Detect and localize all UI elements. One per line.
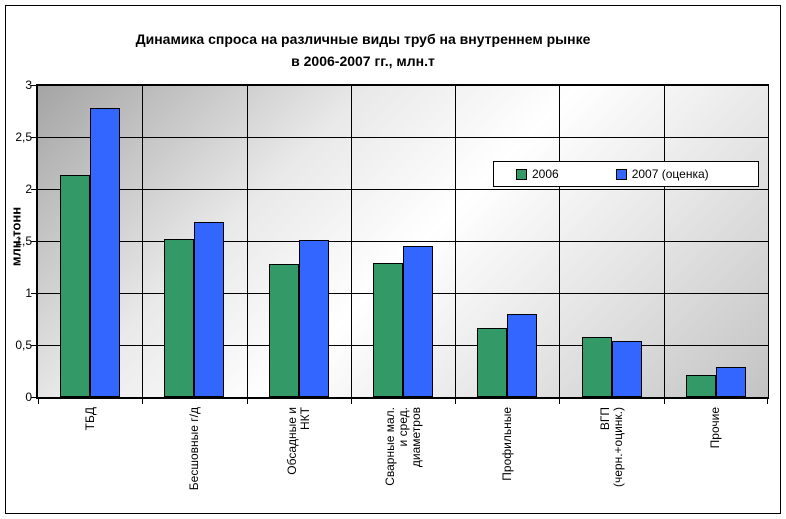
v-gridline (142, 85, 144, 397)
h-gridline (38, 137, 768, 138)
y-tick-label: 2,5 (15, 130, 32, 144)
bar-2007 (оценка)-7 (715, 367, 746, 397)
y-tick-mark (31, 85, 36, 86)
h-gridline (38, 189, 768, 190)
category-label: Бесшовные г/д (186, 407, 201, 491)
v-gridline (246, 85, 248, 397)
v-gridline (663, 85, 665, 397)
h-gridline (38, 85, 768, 86)
bar-2006-3 (268, 264, 299, 397)
bar-2006-2 (164, 239, 195, 397)
legend-swatch-2006-icon (516, 168, 527, 180)
y-tick-mark (31, 189, 36, 190)
plot-area (36, 84, 769, 399)
y-tick-label: 1,5 (15, 234, 32, 248)
y-axis-title: млн.тонн (8, 206, 24, 267)
x-tick-mark (350, 399, 352, 404)
category-label: ВГП (черн.+оцинк.) (597, 407, 625, 488)
chart-canvas: Динамика спроса на различные виды труб н… (6, 6, 778, 511)
x-tick-mark (767, 399, 768, 404)
x-tick-mark (38, 399, 39, 404)
category-label: Профильные (499, 407, 514, 481)
category-label: ТБД (82, 407, 97, 431)
y-tick-mark (31, 345, 36, 346)
v-gridline (350, 85, 352, 397)
category-label: Прочие (708, 407, 723, 449)
bar-2007 (оценка)-6 (611, 341, 642, 397)
y-tick-label: 2 (25, 182, 32, 196)
bar-2007 (оценка)-3 (298, 240, 329, 397)
y-tick-label: 3 (25, 78, 32, 92)
x-tick-mark (663, 399, 665, 404)
legend-label-2007: 2007 (оценка) (631, 167, 709, 181)
bar-2006-6 (581, 337, 612, 397)
h-gridline (38, 241, 768, 242)
bar-2007 (оценка)-5 (507, 314, 538, 397)
bar-2007 (оценка)-2 (194, 222, 225, 397)
chart-title-line-2: в 2006-2007 гг., млн.т (291, 53, 435, 69)
y-tick-label: 0 (25, 390, 32, 404)
legend-swatch-2007-icon (615, 168, 627, 180)
x-tick-mark (559, 399, 561, 404)
chart-title: Динамика спроса на различные виды труб н… (6, 28, 720, 72)
y-tick-mark (31, 241, 36, 242)
category-label: Обсадные и НКТ (284, 407, 312, 475)
chart-title-line-1: Динамика спроса на различные виды труб н… (135, 31, 591, 47)
y-tick-label: 0,5 (15, 338, 32, 352)
legend-item-2006: 2006 (516, 167, 559, 181)
category-label: Сварные мал. и сред. диаметров (382, 407, 423, 486)
v-gridline (559, 85, 561, 397)
bar-2007 (оценка)-1 (90, 108, 121, 397)
y-tick-mark (31, 293, 36, 294)
bar-2006-7 (685, 375, 716, 397)
y-tick-mark (31, 137, 36, 138)
legend-item-2007: 2007 (оценка) (615, 167, 709, 181)
bar-2006-4 (373, 263, 403, 397)
bar-2007 (оценка)-4 (403, 246, 433, 397)
y-tick-mark (31, 397, 36, 398)
x-tick-mark (142, 399, 144, 404)
y-tick-label: 1 (25, 286, 32, 300)
legend-label-2006: 2006 (532, 167, 559, 181)
bar-2006-1 (60, 175, 91, 397)
v-gridline (455, 85, 457, 397)
bar-2006-5 (477, 328, 508, 397)
x-tick-mark (246, 399, 248, 404)
chart-frame: Динамика спроса на различные виды труб н… (5, 5, 781, 514)
x-tick-mark (455, 399, 457, 404)
legend: 2006 2007 (оценка) (493, 161, 759, 187)
